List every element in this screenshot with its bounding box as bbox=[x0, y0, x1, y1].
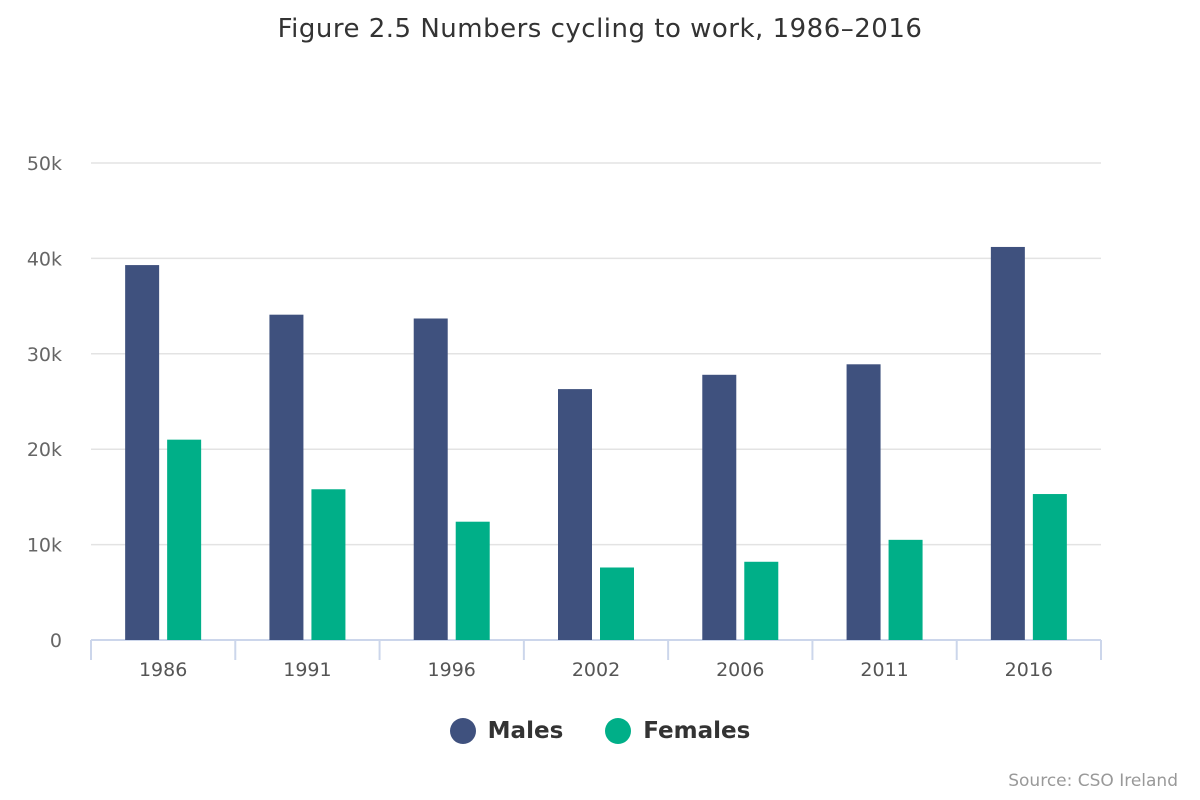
x-tick-label: 2006 bbox=[716, 659, 764, 681]
bar-females-1991 bbox=[311, 489, 346, 640]
bar-females-2011 bbox=[888, 539, 923, 640]
x-tick-label: 2002 bbox=[572, 659, 620, 681]
y-tick-label: 0 bbox=[50, 630, 62, 652]
legend-item-females[interactable]: Females bbox=[605, 718, 750, 744]
bar-females-1986 bbox=[167, 439, 202, 640]
x-tick-label: 2011 bbox=[860, 659, 908, 681]
bar-males-2011 bbox=[846, 364, 881, 640]
y-tick-label: 40k bbox=[27, 248, 62, 270]
legend-label-males: Males bbox=[487, 718, 564, 744]
x-tick-label: 1996 bbox=[428, 659, 476, 681]
y-tick-label: 10k bbox=[27, 535, 62, 557]
y-tick-label: 50k bbox=[27, 153, 62, 175]
bar-males-1986 bbox=[125, 265, 160, 640]
legend: Males Females bbox=[0, 718, 1200, 744]
bar-females-1996 bbox=[455, 521, 490, 640]
legend-item-males[interactable]: Males bbox=[449, 718, 564, 744]
bar-males-2016 bbox=[990, 246, 1025, 640]
bar-females-2006 bbox=[744, 561, 779, 640]
legend-swatch-males bbox=[449, 718, 476, 744]
x-tick-label: 1986 bbox=[139, 659, 187, 681]
x-tick-label: 2016 bbox=[1005, 659, 1053, 681]
bar-males-2002 bbox=[558, 389, 592, 640]
bar-males-2006 bbox=[702, 374, 737, 640]
x-tick-label: 1991 bbox=[283, 659, 331, 681]
bar-males-1996 bbox=[413, 318, 448, 640]
bar-females-2016 bbox=[1032, 494, 1067, 640]
bar-males-1991 bbox=[269, 314, 304, 640]
y-tick-label: 30k bbox=[27, 344, 62, 366]
legend-label-females: Females bbox=[643, 718, 751, 744]
bar-females-2002 bbox=[600, 567, 634, 640]
chart-title: Figure 2.5 Numbers cycling to work, 1986… bbox=[277, 14, 923, 44]
y-tick-label: 20k bbox=[27, 439, 62, 461]
source-note: Source: CSO Ireland bbox=[1008, 771, 1178, 791]
legend-swatch-females bbox=[605, 718, 632, 744]
